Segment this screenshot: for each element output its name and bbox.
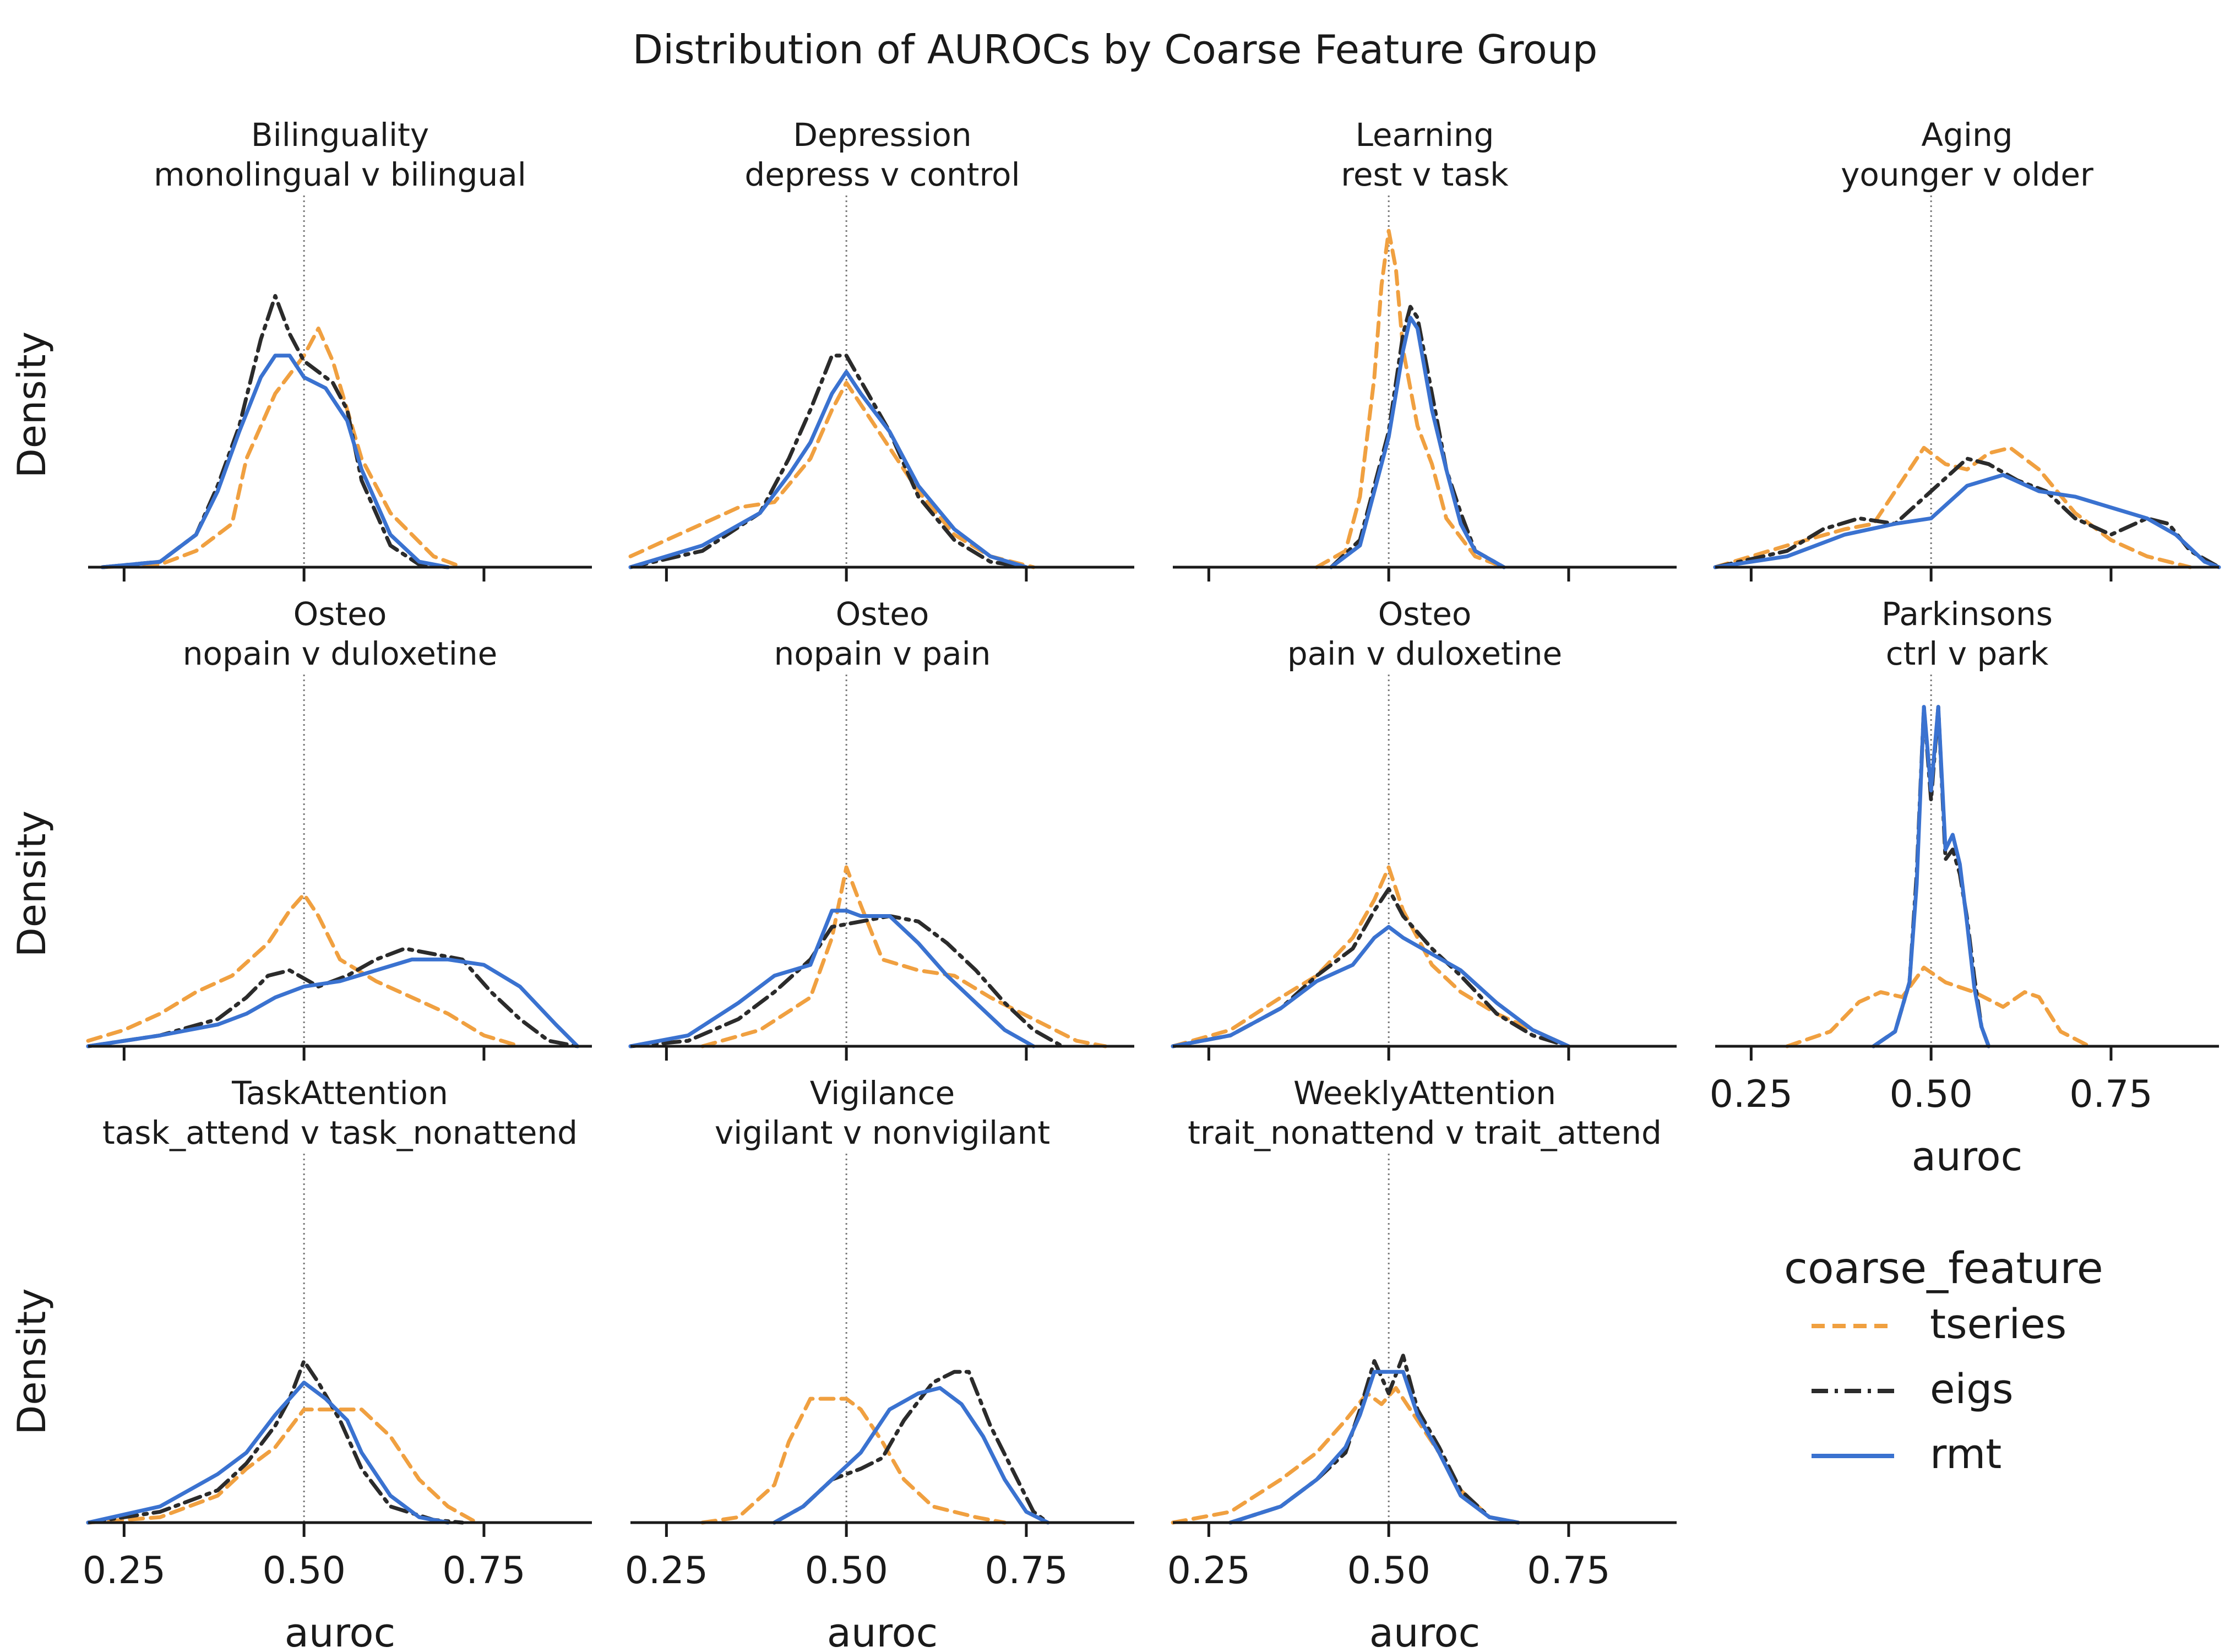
kde-line-rmt	[628, 369, 1029, 569]
kde-line-rmt	[86, 1381, 450, 1525]
kde-line-eigs	[1171, 887, 1571, 1048]
kde-line-rmt	[1872, 705, 1991, 1048]
kde-line-eigs	[1329, 305, 1506, 569]
kde-line-rmt	[772, 1386, 1050, 1525]
x-tick-label: 0.75	[985, 1549, 1068, 1593]
x-tick-label: 0.50	[262, 1549, 345, 1593]
panel-title: TaskAttention	[231, 1074, 448, 1112]
kde-line-rmt	[86, 957, 580, 1048]
legend-label-tseries: tseries	[1930, 1301, 2066, 1348]
kde-line-tseries	[86, 892, 522, 1048]
panel-title: Osteo	[293, 595, 387, 633]
kde-line-eigs	[1228, 1354, 1520, 1525]
x-tick-label: 0.25	[625, 1549, 708, 1593]
panel-subtitle: vigilant v nonvigilant	[715, 1114, 1050, 1151]
kde-line-tseries	[86, 1408, 479, 1525]
kde-line-eigs	[1872, 705, 1991, 1048]
kde-line-rmt	[100, 354, 450, 569]
kde-line-eigs	[628, 914, 1064, 1048]
x-tick-label: 0.50	[1347, 1549, 1430, 1593]
x-tick-label: 0.25	[83, 1549, 166, 1593]
panel-subtitle: pain v duloxetine	[1287, 635, 1562, 672]
panel-title: Aging	[1921, 116, 2013, 154]
figure-title: Distribution of AUROCs by Coarse Feature…	[633, 26, 1598, 73]
panel-title: Osteo	[1378, 595, 1472, 633]
x-axis-label: auroc	[827, 1610, 938, 1652]
kde-line-tseries	[1171, 1386, 1520, 1525]
kde-line-tseries	[628, 381, 1036, 569]
panel-title: Parkinsons	[1881, 595, 2053, 633]
legend-title: coarse_feature	[1784, 1244, 2103, 1294]
kde-line-tseries	[1713, 445, 2193, 569]
kde-line-rmt	[1329, 316, 1506, 569]
kde-line-eigs	[628, 354, 1029, 569]
kde-line-tseries	[1171, 865, 1571, 1048]
kde-line-rmt	[1713, 473, 2221, 569]
kde-line-eigs	[772, 1370, 1050, 1525]
panel-subtitle: trait_nonattend v trait_attend	[1188, 1114, 1662, 1151]
panel-subtitle: nopain v pain	[774, 635, 991, 672]
x-tick-label: 0.25	[1167, 1549, 1250, 1593]
y-axis-label: Density	[9, 811, 55, 957]
legend-label-rmt: rmt	[1930, 1431, 2001, 1478]
x-tick-label: 0.50	[1889, 1073, 1972, 1116]
legend-label-eigs: eigs	[1930, 1366, 2014, 1413]
kde-line-tseries	[700, 865, 1108, 1048]
panel-title: Depression	[793, 116, 971, 154]
kde-line-tseries	[100, 327, 465, 569]
y-axis-label: Density	[9, 332, 55, 478]
x-axis-label: auroc	[1369, 1610, 1480, 1652]
panel-title: Vigilance	[810, 1074, 955, 1112]
kde-line-rmt	[1171, 925, 1571, 1048]
panel-subtitle: rest v task	[1341, 156, 1509, 193]
kde-line-rmt	[628, 909, 1036, 1048]
panel-subtitle: task_attend v task_nonattend	[102, 1114, 578, 1151]
kde-line-rmt	[1228, 1370, 1520, 1525]
panel-subtitle: ctrl v park	[1886, 635, 2049, 672]
x-tick-label: 0.75	[2069, 1073, 2152, 1116]
kde-line-eigs	[1713, 457, 2221, 569]
panel-title: Learning	[1356, 116, 1494, 154]
x-axis-label: auroc	[285, 1610, 395, 1652]
panel-subtitle: depress v control	[744, 156, 1020, 193]
kde-line-eigs	[86, 1359, 465, 1525]
x-axis-label: auroc	[1912, 1133, 2022, 1180]
panel-subtitle: monolingual v bilingual	[154, 156, 526, 193]
x-tick-label: 0.75	[1527, 1549, 1610, 1593]
panel-subtitle: nopain v duloxetine	[183, 635, 498, 672]
panel-title: WeeklyAttention	[1293, 1074, 1556, 1112]
kde-line-tseries	[1314, 229, 1506, 569]
kde-line-eigs	[100, 294, 450, 569]
x-tick-label: 0.50	[804, 1549, 888, 1593]
panel-title: Osteo	[836, 595, 929, 633]
kde-line-tseries	[700, 1396, 1007, 1525]
x-tick-label: 0.75	[442, 1549, 525, 1593]
panel-subtitle: younger v older	[1841, 156, 2093, 193]
legend: coarse_feature tseries eigs rmt	[1784, 1244, 2103, 1478]
kde-line-tseries	[1785, 965, 2092, 1048]
y-axis-label: Density	[9, 1288, 55, 1434]
panel-title: Bilinguality	[251, 116, 429, 154]
kde-line-eigs	[86, 947, 580, 1048]
x-tick-label: 0.25	[1710, 1073, 1793, 1116]
